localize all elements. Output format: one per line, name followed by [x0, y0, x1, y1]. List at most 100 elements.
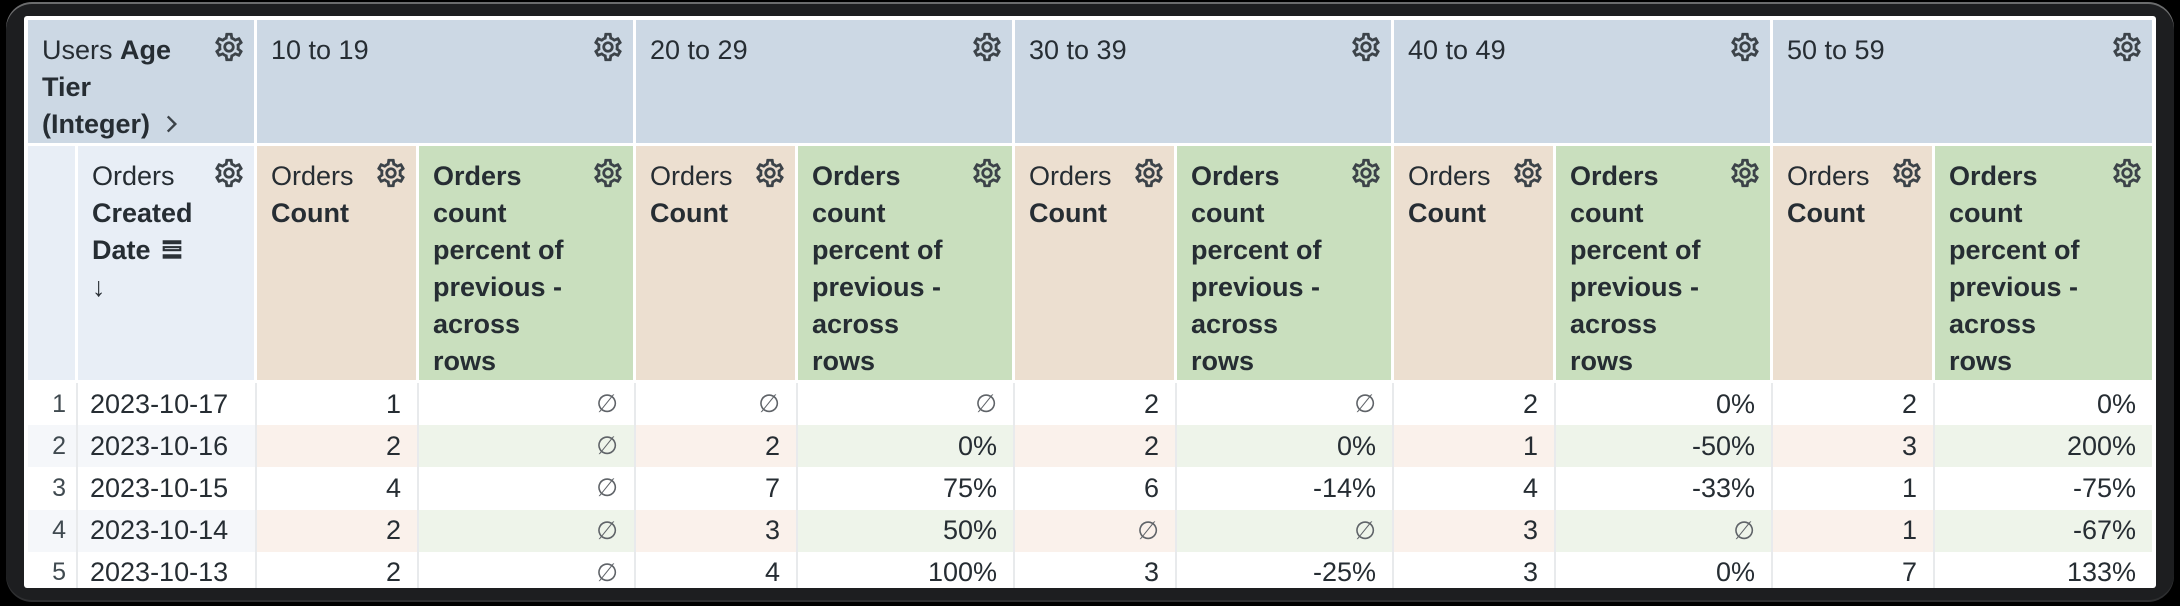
percent-measure-header[interactable]: Orders count percent of previous - acros… — [1177, 146, 1394, 383]
count-value-cell[interactable]: 3 — [1394, 551, 1556, 588]
gear-icon[interactable] — [1349, 30, 1383, 64]
count-value-cell[interactable]: 2 — [1773, 383, 1935, 426]
percent-value-cell[interactable]: -14% — [1177, 467, 1394, 510]
percent-value-cell[interactable]: 0% — [1177, 425, 1394, 468]
pivot-value-label: 20 to 29 — [650, 35, 748, 65]
percent-value-cell[interactable]: 0% — [1556, 383, 1773, 426]
percent-value-cell[interactable]: ∅ — [419, 467, 636, 510]
count-value-cell[interactable]: 1 — [1773, 467, 1935, 510]
gear-icon[interactable] — [1890, 156, 1924, 190]
gear-icon[interactable] — [591, 30, 625, 64]
pivot-value-header-20-29[interactable]: 20 to 29 — [636, 20, 1015, 146]
pivot-value-header-40-49[interactable]: 40 to 49 — [1394, 20, 1773, 146]
count-value-cell[interactable]: 2 — [257, 425, 419, 468]
percent-value-cell[interactable]: 0% — [798, 425, 1015, 468]
count-value-cell[interactable]: ∅ — [636, 383, 798, 426]
gear-icon[interactable] — [753, 156, 787, 190]
count-value-cell[interactable]: 4 — [636, 551, 798, 588]
pivot-value-header-50-59[interactable]: 50 to 59 — [1773, 20, 2152, 146]
count-measure-header[interactable]: Orders Count — [1773, 146, 1935, 383]
percent-value-cell[interactable]: ∅ — [419, 425, 636, 468]
percent-value-cell[interactable]: ∅ — [1177, 383, 1394, 426]
date-dimension-header[interactable]: Orders Created Date ↓ — [78, 146, 257, 383]
gear-icon[interactable] — [2110, 156, 2144, 190]
percent-value-cell[interactable]: 75% — [798, 467, 1015, 510]
gear-icon[interactable] — [212, 30, 246, 64]
sort-desc-arrow-icon[interactable]: ↓ — [92, 272, 106, 302]
count-value-cell[interactable]: ∅ — [1015, 509, 1177, 552]
count-value-cell[interactable]: 1 — [1773, 509, 1935, 552]
percent-value-cell[interactable]: 0% — [1935, 383, 2152, 426]
gear-icon[interactable] — [374, 156, 408, 190]
percent-value-cell[interactable]: 100% — [798, 551, 1015, 588]
percent-measure-header[interactable]: Orders count percent of previous - acros… — [1556, 146, 1773, 383]
percent-value-cell[interactable]: -33% — [1556, 467, 1773, 510]
gear-icon[interactable] — [1728, 30, 1762, 64]
date-cell[interactable]: 2023-10-16 — [78, 425, 257, 468]
percent-measure-header[interactable]: Orders count percent of previous - acros… — [419, 146, 636, 383]
percent-value-cell[interactable]: 0% — [1556, 551, 1773, 588]
percent-value-cell[interactable]: ∅ — [419, 383, 636, 426]
count-value-cell[interactable]: 3 — [636, 509, 798, 552]
percent-value-cell[interactable]: ∅ — [1177, 509, 1394, 552]
date-cell[interactable]: 2023-10-15 — [78, 467, 257, 510]
count-measure-header[interactable]: Orders Count — [1394, 146, 1556, 383]
count-value-cell[interactable]: 2 — [257, 509, 419, 552]
gear-icon[interactable] — [1728, 156, 1762, 190]
table-row: 1 2023-10-17 1 ∅ ∅ ∅ 2 ∅ 2 0% 2 0% — [28, 383, 2152, 426]
pivot-value-label: 50 to 59 — [1787, 35, 1885, 65]
count-value-cell[interactable]: 2 — [636, 425, 798, 468]
date-cell[interactable]: 2023-10-14 — [78, 509, 257, 552]
count-value-cell[interactable]: 2 — [1015, 425, 1177, 468]
count-value-cell[interactable]: 4 — [257, 467, 419, 510]
count-measure-header[interactable]: Orders Count — [636, 146, 798, 383]
percent-value-cell[interactable]: 50% — [798, 509, 1015, 552]
percent-measure-header[interactable]: Orders count percent of previous - acros… — [798, 146, 1015, 383]
gear-icon[interactable] — [591, 156, 625, 190]
count-value-cell[interactable]: 6 — [1015, 467, 1177, 510]
count-value-cell[interactable]: 7 — [636, 467, 798, 510]
percent-value-cell[interactable]: ∅ — [419, 551, 636, 588]
count-value-cell[interactable]: 2 — [257, 551, 419, 588]
row-number-cell: 4 — [28, 509, 78, 552]
percent-value-cell[interactable]: ∅ — [798, 383, 1015, 426]
date-cell[interactable]: 2023-10-17 — [78, 383, 257, 426]
count-measure-header[interactable]: Orders Count — [1015, 146, 1177, 383]
count-value-cell[interactable]: 1 — [1394, 425, 1556, 468]
count-value-cell[interactable]: 3 — [1394, 509, 1556, 552]
count-value-cell[interactable]: 3 — [1015, 551, 1177, 588]
data-table-window: Users Age Tier (Integer) 10 to 19 20 to … — [24, 16, 2156, 588]
row-number-cell: 1 — [28, 383, 78, 426]
percent-value-cell[interactable]: ∅ — [419, 509, 636, 552]
gear-icon[interactable] — [970, 30, 1004, 64]
percent-value-cell[interactable]: -25% — [1177, 551, 1394, 588]
count-value-cell[interactable]: 2 — [1394, 383, 1556, 426]
pivot-value-header-10-19[interactable]: 10 to 19 — [257, 20, 636, 146]
gear-icon[interactable] — [1511, 156, 1545, 190]
percent-value-cell[interactable]: ∅ — [1556, 509, 1773, 552]
count-value-cell[interactable]: 4 — [1394, 467, 1556, 510]
gear-icon[interactable] — [1349, 156, 1383, 190]
count-value-cell[interactable]: 2 — [1015, 383, 1177, 426]
percent-value-cell[interactable]: -67% — [1935, 509, 2152, 552]
percent-measure-header[interactable]: Orders count percent of previous - acros… — [1935, 146, 2152, 383]
gear-icon[interactable] — [1132, 156, 1166, 190]
gear-icon[interactable] — [2110, 30, 2144, 64]
count-value-cell[interactable]: 7 — [1773, 551, 1935, 588]
gear-icon[interactable] — [970, 156, 1004, 190]
gear-icon[interactable] — [212, 156, 246, 190]
row-number-column-header — [28, 146, 78, 383]
percent-value-cell[interactable]: 133% — [1935, 551, 2152, 588]
count-value-cell[interactable]: 3 — [1773, 425, 1935, 468]
pivot-dimension-header[interactable]: Users Age Tier (Integer) — [28, 20, 257, 146]
table-body: 1 2023-10-17 1 ∅ ∅ ∅ 2 ∅ 2 0% 2 0% 2 2023-10-16 2 ∅ 2 0% 2… — [28, 383, 2152, 588]
pivot-table: Users Age Tier (Integer) 10 to 19 20 to … — [28, 20, 2152, 588]
count-value-cell[interactable]: 1 — [257, 383, 419, 426]
row-number-cell: 5 — [28, 551, 78, 588]
date-cell[interactable]: 2023-10-13 — [78, 551, 257, 588]
percent-value-cell[interactable]: -50% — [1556, 425, 1773, 468]
count-measure-header[interactable]: Orders Count — [257, 146, 419, 383]
percent-value-cell[interactable]: 200% — [1935, 425, 2152, 468]
percent-value-cell[interactable]: -75% — [1935, 467, 2152, 510]
pivot-value-header-30-39[interactable]: 30 to 39 — [1015, 20, 1394, 146]
